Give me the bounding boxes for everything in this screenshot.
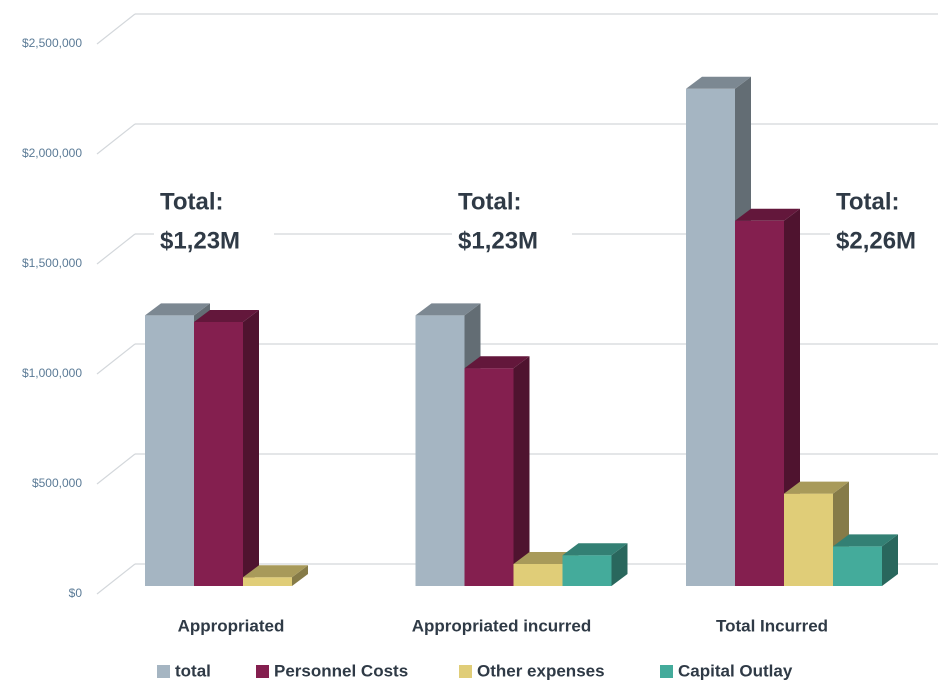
annotation: $2,26M bbox=[836, 227, 916, 254]
bar-side bbox=[292, 565, 308, 586]
legend-swatch bbox=[459, 665, 472, 678]
y-tick-label: $1,500,000 bbox=[22, 256, 82, 270]
legend-label: Personnel Costs bbox=[274, 661, 408, 680]
bar bbox=[833, 546, 882, 586]
legend-label: total bbox=[175, 661, 211, 680]
bar-top bbox=[833, 534, 898, 547]
bar bbox=[686, 88, 735, 587]
grid-line bbox=[96, 343, 136, 375]
x-tick-label: Total Incurred bbox=[716, 616, 828, 635]
annotation-bg bbox=[154, 184, 274, 262]
annotation-bg bbox=[830, 184, 938, 262]
legend-swatch bbox=[157, 665, 170, 678]
y-tick-label: $2,500,000 bbox=[22, 36, 82, 50]
legend-label: Capital Outlay bbox=[678, 661, 793, 680]
bar bbox=[562, 555, 612, 586]
annotation: $1,23M bbox=[458, 227, 538, 254]
bar bbox=[735, 220, 784, 587]
bar-side bbox=[611, 543, 628, 586]
bar-top bbox=[194, 310, 259, 322]
legend-swatch bbox=[256, 665, 269, 678]
bar bbox=[784, 493, 833, 586]
bar bbox=[513, 564, 563, 586]
bar-top bbox=[562, 543, 628, 556]
grid-line bbox=[96, 563, 136, 595]
bar bbox=[464, 368, 514, 586]
y-tick-label: $1,000,000 bbox=[22, 366, 82, 380]
bar-side bbox=[882, 534, 898, 586]
grid-line bbox=[96, 233, 136, 265]
bar-top bbox=[415, 303, 481, 316]
annotation-bg bbox=[452, 184, 572, 262]
annotation: Total: bbox=[458, 188, 522, 215]
bar-top bbox=[784, 481, 849, 494]
bar bbox=[194, 322, 243, 586]
y-tick-label: $0 bbox=[69, 586, 83, 600]
bar bbox=[415, 315, 465, 586]
y-tick-label: $500,000 bbox=[32, 476, 82, 490]
bar-side bbox=[243, 310, 259, 586]
bar-top bbox=[243, 565, 308, 578]
bar-top bbox=[735, 208, 800, 221]
bar-top bbox=[686, 76, 751, 89]
x-tick-label: Appropriated bbox=[178, 616, 285, 635]
grid-line bbox=[96, 123, 136, 155]
grid-line bbox=[96, 453, 136, 485]
y-tick-label: $2,000,000 bbox=[22, 146, 82, 160]
legend-swatch bbox=[660, 665, 673, 678]
bar bbox=[243, 577, 292, 586]
bar-top bbox=[513, 552, 579, 564]
annotation: Total: bbox=[836, 188, 900, 215]
x-tick-label: Appropriated incurred bbox=[412, 616, 591, 635]
bar-top bbox=[145, 303, 210, 316]
bar-side bbox=[513, 356, 530, 586]
annotation: $1,23M bbox=[160, 227, 240, 254]
grid-line bbox=[96, 13, 136, 45]
legend-label: Other expenses bbox=[477, 661, 605, 680]
bar bbox=[145, 315, 194, 586]
annotation: Total: bbox=[160, 188, 224, 215]
bar-top bbox=[464, 356, 530, 369]
